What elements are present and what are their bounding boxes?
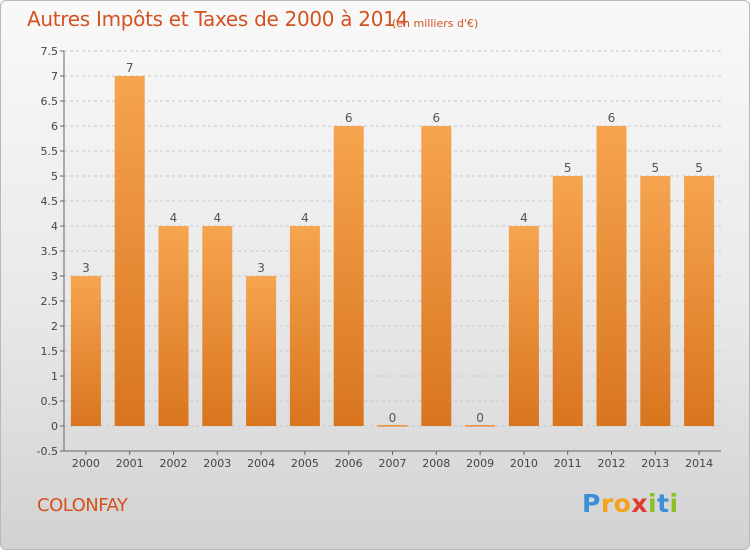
bars [70,76,715,427]
bar [465,425,496,427]
bar [377,425,408,427]
x-tick-label: 2007 [379,457,407,470]
data-label: 0 [389,411,397,425]
proxiti-logo[interactable]: Proxiti [582,489,679,518]
bar [158,226,189,426]
y-tick-label: 3.5 [41,245,59,258]
axes: -0.5 0 0.5 1 1.5 2 2.5 3 3.5 4 4.5 5 5.5 6 6.5 7 7.5 2000… [37,45,721,470]
data-label: 4 [213,211,221,225]
data-label: 3 [257,261,265,275]
x-tick-label: 2011 [554,457,582,470]
bar [596,126,627,426]
data-label: 3 [82,261,90,275]
data-label: 4 [520,211,528,225]
bar [246,276,277,426]
x-tick-label: 2006 [335,457,363,470]
bar [333,126,364,426]
y-tick-label: 7.5 [41,45,59,58]
x-tick-label: 2002 [160,457,188,470]
y-tick-label: 2 [51,320,58,333]
bar [114,76,145,426]
data-label: 6 [345,111,353,125]
data-label: 5 [564,161,572,175]
x-tick-label: 2000 [72,457,100,470]
x-tick-label: 2008 [422,457,450,470]
bar [684,176,715,426]
x-tick-label: 2010 [510,457,538,470]
y-tick-label: 0 [51,420,58,433]
y-tick-label: 6 [51,120,58,133]
bar [421,126,452,426]
commune-name: COLONFAY [37,495,128,516]
chart-unit: (en milliers d'€) [392,17,479,30]
data-label: 7 [126,61,134,75]
data-label: 4 [170,211,178,225]
x-tick-label: 2013 [641,457,669,470]
x-tick-label: 2012 [598,457,626,470]
x-tick-label: 2004 [247,457,275,470]
data-label: 6 [432,111,440,125]
y-tick-label: 2.5 [41,295,59,308]
y-tick-label: 0.5 [41,395,59,408]
y-tick-label: 5 [51,170,58,183]
y-tick-label: -0.5 [37,445,58,458]
y-tick-label: 1 [51,370,58,383]
data-label: 6 [608,111,616,125]
y-tick-label: 3 [51,270,58,283]
y-tick-label: 6.5 [41,95,59,108]
data-label: 5 [695,161,703,175]
y-tick-label: 1.5 [41,345,59,358]
bar [640,176,671,426]
x-tick-label: 2014 [685,457,713,470]
labels: 3 7 4 4 3 4 6 0 6 0 4 5 6 5 5 [82,61,703,425]
x-tick-label: 2001 [116,457,144,470]
bar [202,226,233,426]
y-tick-label: 5.5 [41,145,59,158]
bar [508,226,539,426]
y-tick-label: 4.5 [41,195,59,208]
bar [70,276,101,426]
bar [552,176,583,426]
y-tick-label: 4 [51,220,58,233]
y-tick-label: 7 [51,70,58,83]
data-label: 0 [476,411,484,425]
bar [289,226,320,426]
chart-title: Autres Impôts et Taxes de 2000 à 2014 [27,7,408,31]
x-tick-label: 2003 [203,457,231,470]
x-tick-label: 2009 [466,457,494,470]
x-tick-label: 2005 [291,457,319,470]
data-label: 5 [651,161,659,175]
data-label: 4 [301,211,309,225]
